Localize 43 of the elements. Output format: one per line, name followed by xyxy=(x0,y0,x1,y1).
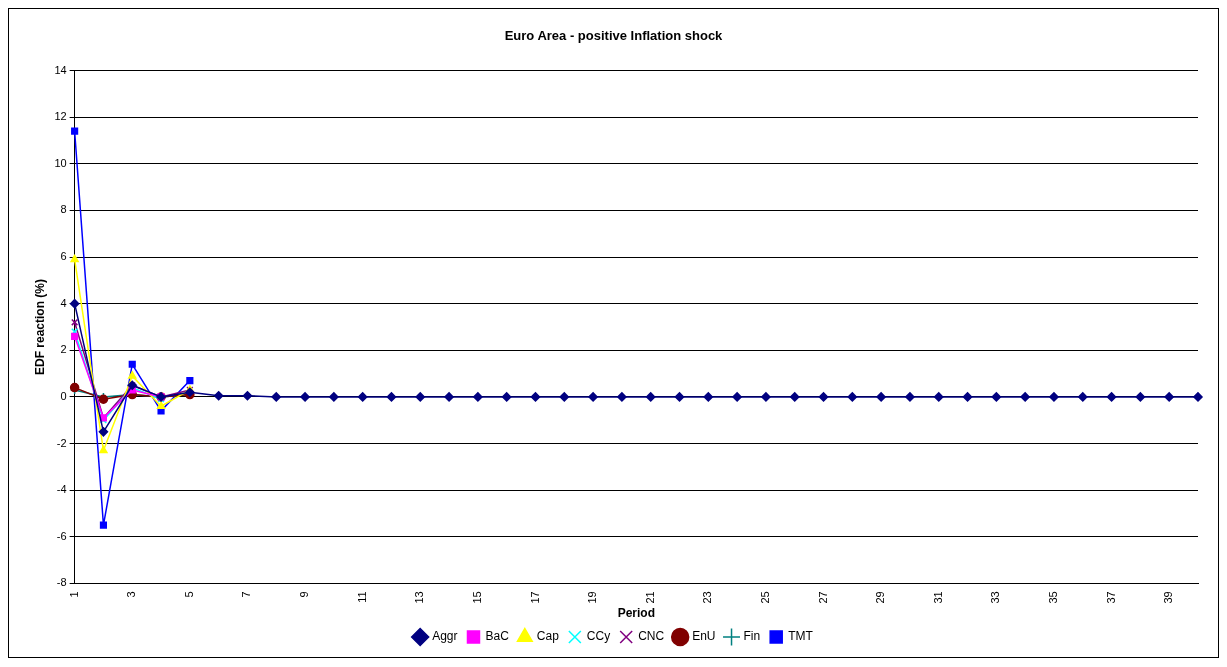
x-tick-label: 3 xyxy=(125,591,138,598)
x-tick-label: 15 xyxy=(470,591,483,604)
y-tick-label: -6 xyxy=(56,529,67,542)
y-tick-label: 10 xyxy=(54,156,67,169)
legend-label: Fin xyxy=(743,629,761,644)
x-tick-label: 23 xyxy=(701,591,714,604)
x-axis-title: Period xyxy=(617,606,655,621)
y-tick-label: 0 xyxy=(60,389,67,402)
y-tick-label: -4 xyxy=(56,483,67,496)
y-tick-label: 4 xyxy=(60,296,67,309)
x-tick-label: 11 xyxy=(355,591,368,603)
legend-label: Aggr xyxy=(432,629,458,644)
legend-label: BaC xyxy=(485,629,510,644)
y-tick-label: 12 xyxy=(54,110,67,123)
x-tick-label: 35 xyxy=(1047,591,1060,604)
legend-label: CCy xyxy=(586,629,611,644)
y-tick-label: 6 xyxy=(60,250,67,263)
y-tick-label: 14 xyxy=(54,63,67,76)
y-axis-title: EDF reaction (%) xyxy=(32,278,47,375)
x-tick-label: 1 xyxy=(67,591,80,598)
y-tick-label: -8 xyxy=(56,576,67,589)
x-tick-label: 25 xyxy=(758,591,771,604)
x-tick-label: 27 xyxy=(816,591,829,604)
legend-label: TMT xyxy=(788,629,814,644)
legend-label: CNC xyxy=(638,629,665,644)
legend-label: EnU xyxy=(692,629,716,644)
y-tick-label: -2 xyxy=(56,436,67,449)
x-tick-label: 9 xyxy=(298,591,311,598)
x-tick-label: 33 xyxy=(989,591,1002,604)
x-tick-label: 5 xyxy=(182,591,195,598)
x-tick-label: 37 xyxy=(1104,591,1117,604)
x-tick-label: 29 xyxy=(874,591,887,604)
legend-label: Cap xyxy=(536,629,560,644)
chart-title: Euro Area - positive Inflation shock xyxy=(504,28,724,44)
x-tick-label: 31 xyxy=(931,591,944,604)
x-tick-label: 19 xyxy=(586,591,599,604)
x-tick-label: 21 xyxy=(643,591,656,604)
x-tick-label: 39 xyxy=(1162,591,1175,604)
y-tick-label: 2 xyxy=(60,343,67,356)
y-tick-label: 8 xyxy=(60,203,67,216)
x-tick-label: 13 xyxy=(413,591,426,604)
x-tick-label: 7 xyxy=(240,591,253,598)
x-tick-label: 17 xyxy=(528,591,541,604)
